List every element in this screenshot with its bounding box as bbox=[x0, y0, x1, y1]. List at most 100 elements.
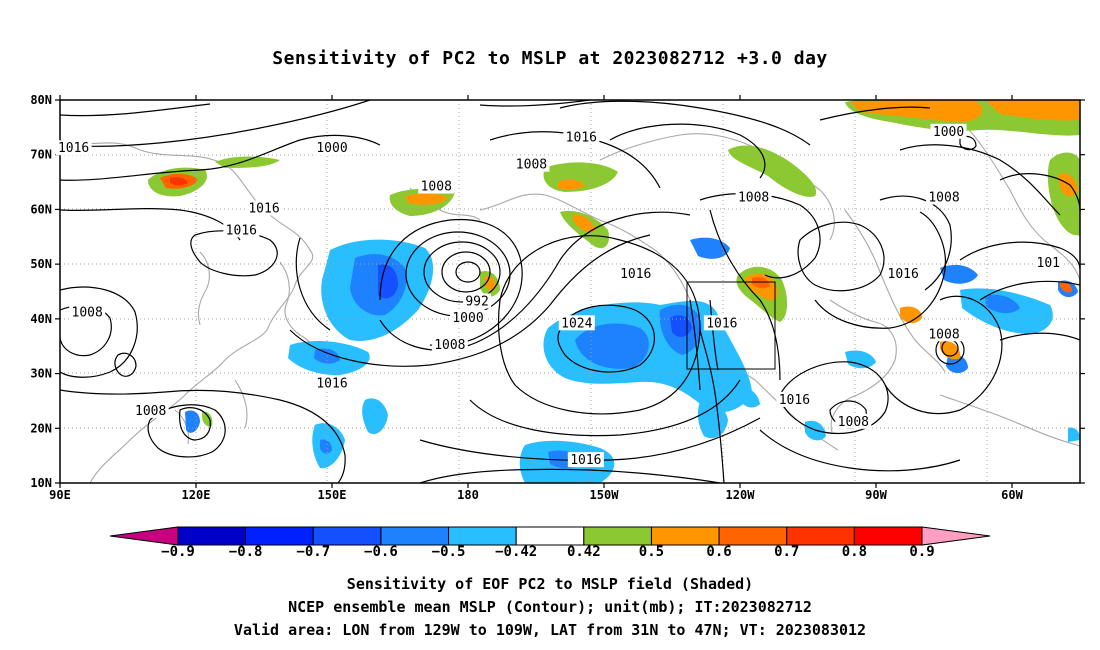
colorbar bbox=[109, 526, 991, 546]
lon-tick-label: 90E bbox=[49, 488, 71, 502]
contour-label-bg bbox=[132, 402, 169, 418]
contour-label-bg bbox=[55, 140, 92, 156]
neg-patch bbox=[575, 323, 649, 369]
contour-label-bg bbox=[463, 293, 492, 309]
contour-label-bg bbox=[69, 304, 106, 320]
neg-patch bbox=[940, 264, 978, 284]
contour-label: 1008 bbox=[434, 338, 465, 353]
contour-label: 1008 bbox=[72, 305, 103, 320]
contour-label-bg bbox=[567, 452, 604, 468]
colorbar-cell bbox=[448, 526, 517, 546]
pos-patch bbox=[170, 177, 188, 186]
lon-tick-label: 150W bbox=[590, 488, 620, 502]
longitude-axis: 90E 120E 150E 180 150W 120W 90W 60W bbox=[49, 95, 1024, 502]
contour-label-bg bbox=[926, 326, 962, 342]
lon-tick-label: 180 bbox=[457, 488, 479, 502]
lon-tick-label: 120W bbox=[726, 488, 756, 502]
lat-tick-label: 80N bbox=[30, 93, 52, 107]
pos-patch bbox=[728, 145, 817, 197]
colorbar-label: −0.8 bbox=[228, 544, 263, 560]
neg-patch bbox=[946, 354, 968, 374]
contour-label: 992 bbox=[465, 294, 488, 309]
colorbar-label: −0.7 bbox=[296, 544, 331, 560]
contour-label: 1000 bbox=[316, 141, 347, 156]
contour-label-bg bbox=[223, 222, 260, 238]
latitude-axis: 80N 70N 60N 50N 40N 30N 20N 10N bbox=[30, 93, 1085, 490]
colorbar-cell bbox=[515, 526, 585, 546]
valid-area-box bbox=[686, 281, 776, 370]
neg-patch bbox=[1068, 427, 1080, 442]
contour-label: 1008 bbox=[135, 404, 166, 419]
contour-labels: 1016 1000 1008 1016 1016 1008 992 1000 1008 1016 1… bbox=[55, 123, 1063, 468]
contour-label: 1016 bbox=[779, 393, 810, 408]
lat-tick-label: 10N bbox=[30, 476, 52, 490]
pos-patch bbox=[1058, 173, 1078, 197]
colorbar-cell-min bbox=[109, 526, 179, 546]
contour-label: 1016 bbox=[316, 377, 347, 392]
contour-label: 1016 bbox=[888, 267, 919, 282]
contour-label: 1016 bbox=[566, 130, 597, 145]
colorbar-cell bbox=[380, 526, 450, 546]
pos-patch bbox=[405, 193, 448, 205]
contour-label-bg bbox=[314, 140, 350, 156]
neg-patch bbox=[740, 388, 760, 408]
colorbar-label: −0.42 bbox=[495, 544, 538, 560]
contour-label: 1008 bbox=[421, 180, 452, 195]
colorbar-cell bbox=[177, 526, 247, 546]
lat-tick-label: 70N bbox=[30, 148, 52, 162]
contour-label-bg bbox=[418, 178, 455, 194]
lon-tick-label: 150E bbox=[318, 488, 347, 502]
pos-patch bbox=[752, 276, 770, 289]
contour-label-bg bbox=[703, 315, 740, 331]
neg-patch bbox=[185, 410, 200, 433]
colorbar-label: 0.5 bbox=[638, 544, 665, 560]
contour-label-bg bbox=[563, 129, 600, 145]
contour-label-bg bbox=[431, 337, 468, 353]
colorbar-cell bbox=[650, 526, 720, 546]
neg-patch bbox=[985, 294, 1020, 314]
contour-label-bg bbox=[246, 200, 282, 216]
colorbar-label: −0.6 bbox=[364, 544, 398, 560]
colorbar-label: 0.7 bbox=[774, 544, 800, 560]
colorbar-label: 0.8 bbox=[841, 544, 868, 560]
contour-label: 1016 bbox=[248, 201, 279, 216]
colorbar-cell-max bbox=[921, 526, 991, 546]
plot-title: Sensitivity of PC2 to MSLP at 2023082712… bbox=[272, 48, 828, 69]
grid-lines bbox=[60, 100, 1080, 483]
pos-patch bbox=[1047, 152, 1080, 236]
pos-patch bbox=[572, 214, 596, 233]
colorbar-label: 0.42 bbox=[566, 544, 601, 560]
colorbar-label: −0.5 bbox=[431, 544, 466, 560]
mslp-contours bbox=[60, 100, 1080, 483]
contour-label-bg bbox=[835, 413, 872, 429]
contour-label-bg bbox=[776, 391, 813, 407]
contour-label-bg bbox=[513, 156, 550, 172]
map-frame bbox=[59, 99, 1081, 484]
contour-label-bg bbox=[450, 309, 486, 325]
neg-patch bbox=[320, 439, 332, 454]
lon-tick-label: 120E bbox=[182, 488, 211, 502]
lon-tick-label: 60W bbox=[1001, 488, 1023, 502]
lat-tick-label: 30N bbox=[30, 367, 52, 381]
colorbar-label: −0.9 bbox=[161, 544, 195, 560]
lat-tick-label: 40N bbox=[30, 312, 52, 326]
pos-patch bbox=[1060, 281, 1072, 293]
pos-patch bbox=[985, 100, 1080, 121]
caption-line-2: NCEP ensemble mean MSLP (Contour); unit(… bbox=[288, 598, 812, 616]
contour-label: 101 bbox=[1037, 256, 1060, 271]
contour-label: 1016 bbox=[706, 316, 737, 331]
colorbar-cell bbox=[583, 526, 652, 546]
contour-label: 1024 bbox=[561, 316, 592, 331]
pos-patch bbox=[558, 179, 585, 190]
contour-label: 1016 bbox=[58, 141, 89, 156]
neg-patch bbox=[845, 350, 876, 369]
neg-patch bbox=[362, 398, 388, 435]
contour-label: 1000 bbox=[452, 311, 483, 326]
contour-label-bg bbox=[558, 315, 595, 331]
colorbar-label: 0.6 bbox=[706, 544, 732, 560]
contour-label: 1016 bbox=[570, 453, 601, 468]
lat-tick-label: 50N bbox=[30, 257, 52, 271]
lat-tick-label: 20N bbox=[30, 421, 52, 435]
contour-label-bg bbox=[617, 266, 654, 282]
